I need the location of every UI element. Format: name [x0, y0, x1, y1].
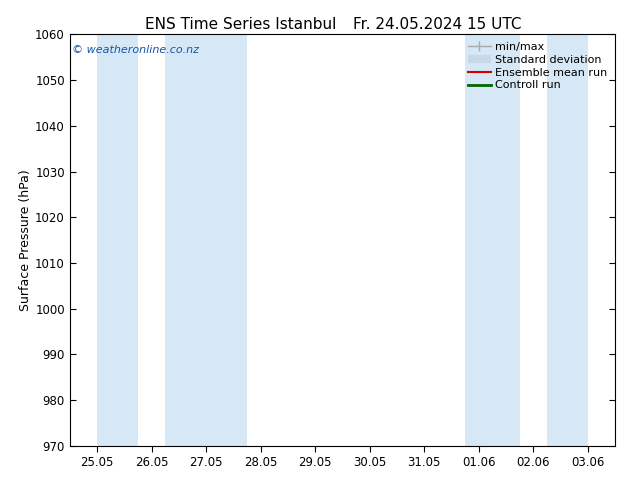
Legend: min/max, Standard deviation, Ensemble mean run, Controll run: min/max, Standard deviation, Ensemble me…	[466, 40, 609, 93]
Bar	[97, 34, 138, 446]
Y-axis label: Surface Pressure (hPa): Surface Pressure (hPa)	[20, 169, 32, 311]
Bar	[547, 34, 588, 446]
Bar	[465, 34, 520, 446]
Bar	[165, 34, 247, 446]
Text: © weatheronline.co.nz: © weatheronline.co.nz	[72, 45, 200, 54]
Text: ENS Time Series Istanbul: ENS Time Series Istanbul	[145, 17, 337, 32]
Text: Fr. 24.05.2024 15 UTC: Fr. 24.05.2024 15 UTC	[353, 17, 522, 32]
